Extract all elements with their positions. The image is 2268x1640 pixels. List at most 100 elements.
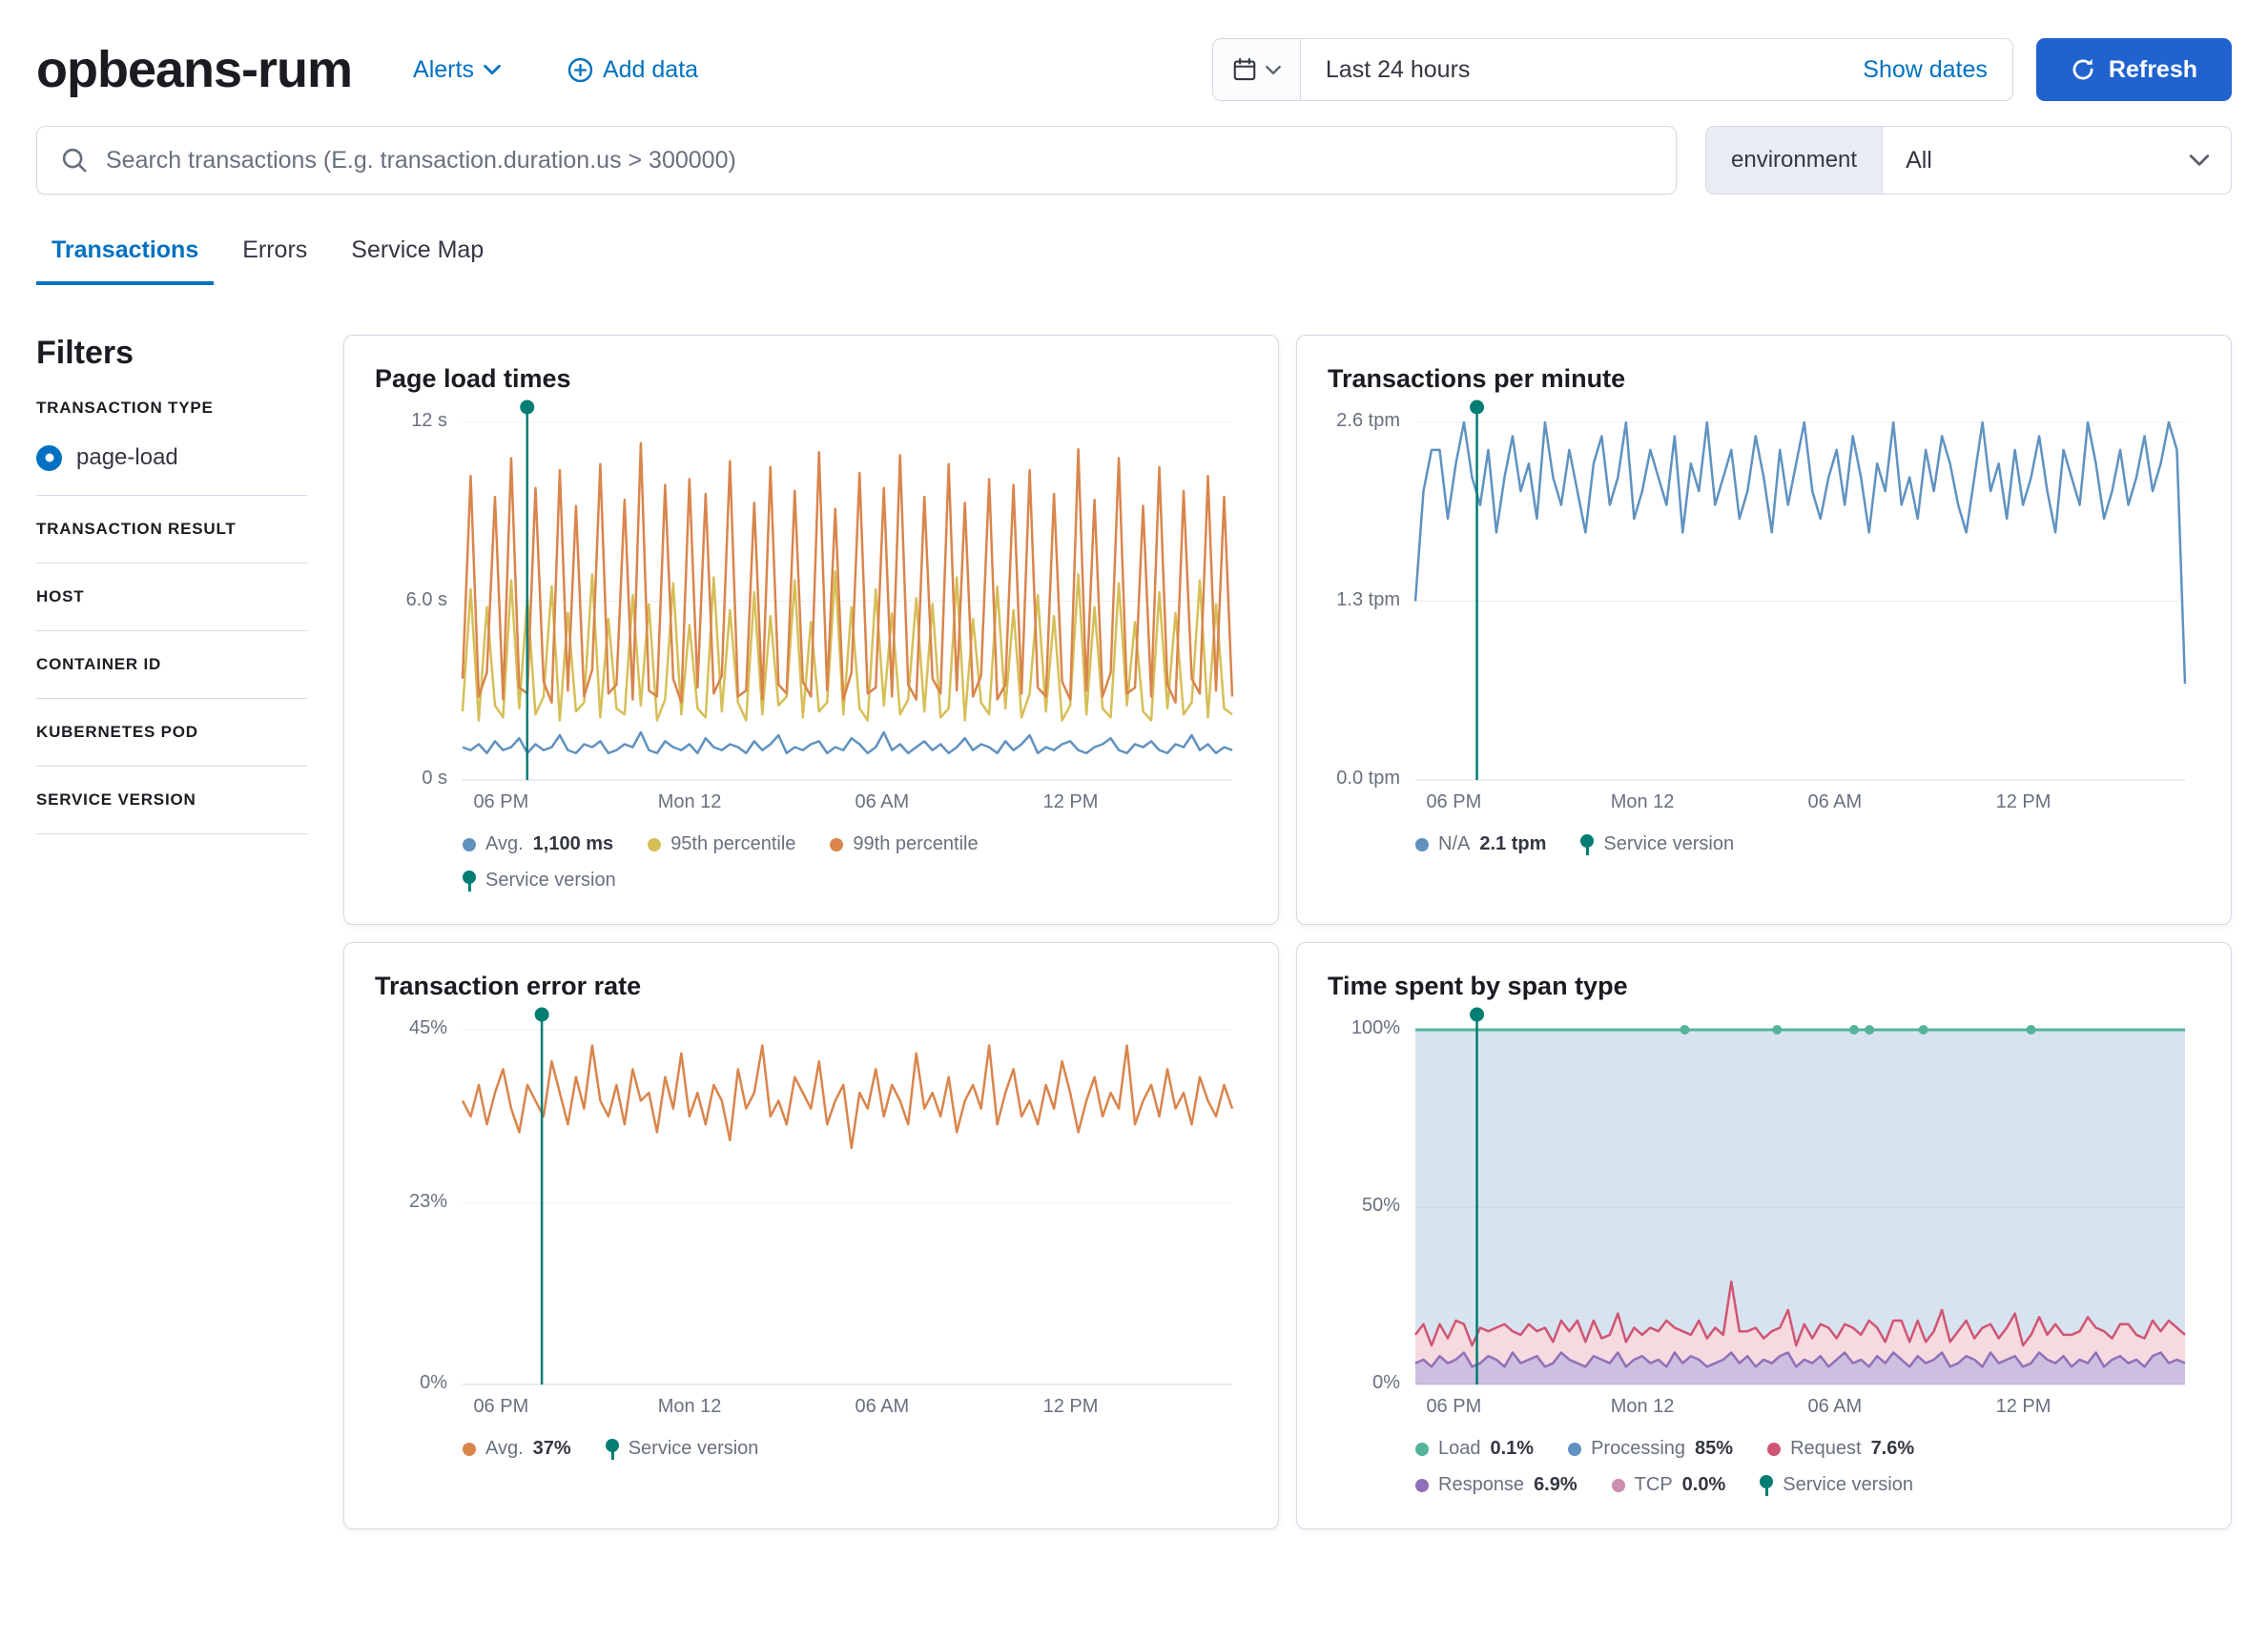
environment-select[interactable]: environment All: [1705, 126, 2232, 195]
chart-plot: 0 s 6.0 s 12 s 06 PM Mon 12 06 AM 12 PM: [406, 400, 1234, 812]
search-box: [36, 126, 1677, 195]
panel-transactions-per-minute: Transactions per minute 0.0 tpm 1.3 tpm 2.…: [1296, 335, 2232, 925]
chart-title: Time spent by span type: [1328, 972, 1628, 1000]
legend-value: 0.0%: [1681, 1474, 1726, 1495]
legend-item[interactable]: Service version: [463, 870, 616, 892]
filter-option-page-load[interactable]: page-load: [36, 444, 307, 471]
alerts-dropdown[interactable]: Alerts: [413, 56, 501, 84]
legend-value: 7.6%: [1870, 1438, 1915, 1459]
legend-item[interactable]: Response 6.9%: [1415, 1474, 1577, 1496]
legend-item[interactable]: 99th percentile: [830, 833, 979, 855]
chart-svg: [461, 1007, 1234, 1385]
legend-item[interactable]: Processing 85%: [1568, 1438, 1733, 1460]
tab-service-map[interactable]: Service Map: [351, 236, 485, 263]
legend-label: Response: [1438, 1474, 1525, 1495]
request-area: [1415, 1281, 2185, 1367]
environment-value: All: [1906, 146, 1932, 174]
show-dates-link[interactable]: Show dates: [1863, 55, 1988, 83]
chart-legend: Avg. 1,100 ms 95th percentile 99th percenti…: [463, 833, 1247, 892]
time-range-value[interactable]: Last 24 hours: [1325, 55, 1471, 83]
transactions-per-minute-chart: 0.0 tpm 1.3 tpm 2.6 tpm 06 PM Mon 12 06 AM 12 …: [1328, 400, 2200, 855]
legend-row: Service version: [463, 870, 1247, 892]
chevron-down-icon: [1266, 65, 1281, 74]
y-axis-label: 12 s: [411, 410, 447, 431]
x-axis-label: 06 AM: [855, 791, 910, 812]
chart-legend: Load 0.1% Processing 85% Request 7.6% Response…: [1415, 1438, 2200, 1496]
legend-swatch: [648, 837, 662, 851]
x-axis-label: 06 PM: [1426, 791, 1482, 812]
load-marker: [1918, 1025, 1928, 1035]
annotation-pin-icon: [463, 870, 476, 892]
legend-item[interactable]: Avg. 1,100 ms: [463, 833, 613, 855]
x-axis-label: Mon 12: [1610, 791, 1675, 812]
refresh-icon: [2072, 58, 2093, 80]
date-picker: Last 24 hours Show dates: [1211, 38, 2013, 101]
legend-item[interactable]: Service version: [1580, 833, 1734, 855]
filter-section-host: HOST: [36, 564, 307, 631]
response-line: [1414, 1351, 2186, 1368]
page-title: opbeans-rum: [36, 41, 353, 98]
legend-item[interactable]: Avg. 37%: [463, 1438, 571, 1460]
calendar-button[interactable]: [1212, 39, 1301, 100]
refresh-label: Refresh: [2108, 55, 2197, 83]
x-axis-label: 06 PM: [1426, 1396, 1482, 1417]
annotation-pin-icon: [605, 1438, 619, 1460]
legend-swatch: [830, 837, 844, 851]
chart-svg: [1414, 1007, 2186, 1385]
processing-area: [1415, 1030, 2185, 1346]
refresh-button[interactable]: Refresh: [2035, 38, 2232, 101]
x-axis-label: 06 AM: [1807, 1396, 1863, 1417]
filter-section-transaction-type: TRANSACTION TYPE page-load: [36, 395, 307, 496]
chart-svg: [1413, 400, 2187, 781]
request-line: [1414, 1280, 2186, 1347]
environment-label: environment: [1706, 127, 1884, 194]
legend-item[interactable]: Load 0.1%: [1415, 1438, 1534, 1460]
series-line: [1413, 420, 2187, 685]
filter-section-label: TRANSACTION RESULT: [36, 520, 237, 538]
filter-section-label: HOST: [36, 587, 85, 605]
legend-row: Avg. 37% Service version: [463, 1438, 1247, 1460]
series-line: [462, 730, 1233, 755]
legend-item[interactable]: 95th percentile: [648, 833, 795, 855]
legend-value: 2.1 tpm: [1479, 833, 1547, 854]
radio-selected-icon: [36, 444, 62, 471]
legend-item[interactable]: TCP 0.0%: [1611, 1474, 1726, 1496]
y-axis-label: 23%: [408, 1190, 447, 1212]
add-data-label: Add data: [602, 55, 699, 83]
y-axis-label: 45%: [408, 1017, 447, 1038]
legend-swatch: [1767, 1442, 1782, 1456]
add-data-link[interactable]: Add data: [567, 56, 698, 84]
legend-item[interactable]: Service version: [605, 1438, 758, 1460]
chevron-down-icon: [2189, 154, 2210, 166]
panel-page-load-times: Page load times 0 s 6.0 s 12 s 06 PM Mon 12 0…: [343, 335, 1279, 925]
plus-circle-icon: [567, 57, 593, 82]
chart-title: Transactions per minute: [1328, 364, 1626, 393]
transaction-error-rate-chart: 0% 23% 45% 06 PM Mon 12 06 AM 12 PM Avg. 37% Serv…: [375, 1007, 1247, 1460]
x-axis-label: 12 PM: [1995, 1396, 2052, 1417]
legend-item[interactable]: Service version: [1760, 1474, 1913, 1496]
legend-label: Avg.: [485, 833, 524, 854]
legend-item[interactable]: Request 7.6%: [1767, 1438, 1914, 1460]
annotation-dot: [1470, 400, 1485, 415]
legend-row: N/A 2.1 tpm Service version: [1415, 833, 2200, 855]
legend-value: 0.1%: [1490, 1438, 1535, 1459]
chart-plot: 0.0 tpm 1.3 tpm 2.6 tpm 06 PM Mon 12 06 AM 12 …: [1336, 400, 2187, 812]
tab-transactions[interactable]: Transactions: [36, 221, 214, 285]
legend-item[interactable]: N/A 2.1 tpm: [1415, 833, 1546, 855]
tab-errors[interactable]: Errors: [242, 236, 308, 263]
filters-sidebar: Filters TRANSACTION TYPE page-load TRANS…: [0, 335, 307, 834]
search-input[interactable]: [106, 146, 1653, 174]
annotation-dot: [1470, 1007, 1485, 1022]
chevron-down-icon: [484, 64, 501, 75]
legend-swatch: [1415, 1478, 1429, 1492]
filter-section-service-version: SERVICE VERSION: [36, 767, 307, 834]
y-axis-label: 0%: [1372, 1372, 1400, 1393]
y-axis-label: 50%: [1361, 1195, 1400, 1216]
chart-legend: N/A 2.1 tpm Service version: [1415, 833, 2200, 855]
filter-section-transaction-result: TRANSACTION RESULT: [36, 496, 307, 564]
x-axis-label: Mon 12: [657, 791, 722, 812]
annotation-dot: [534, 1007, 549, 1022]
legend-label: Processing: [1591, 1438, 1686, 1459]
filter-section-label: SERVICE VERSION: [36, 790, 196, 809]
legend-label: N/A: [1438, 833, 1471, 854]
